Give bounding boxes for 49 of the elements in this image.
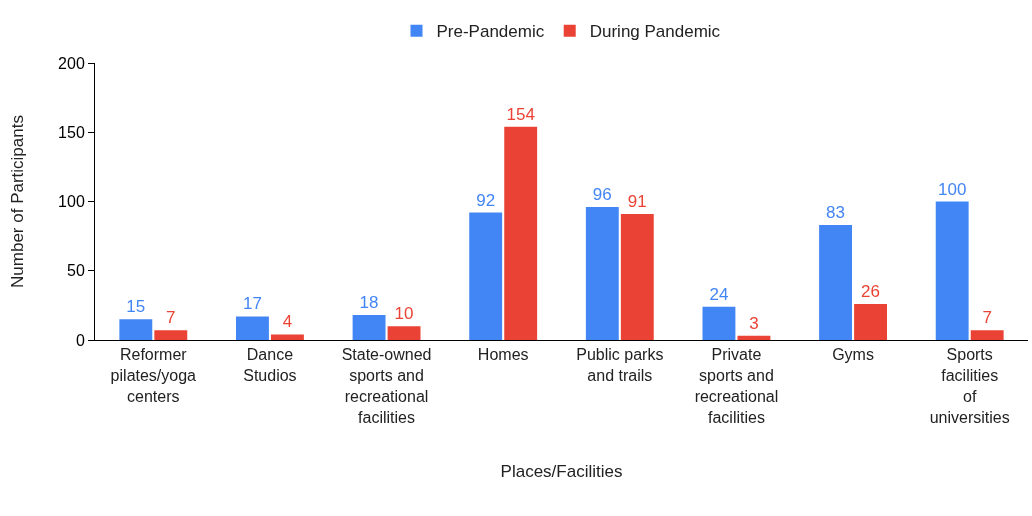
data-label: 7 <box>982 308 992 328</box>
data-label: 24 <box>709 284 729 304</box>
bar <box>970 330 1004 340</box>
bar <box>702 306 736 340</box>
bar <box>620 213 654 340</box>
x-tick-label: Public parks and trails <box>576 346 664 384</box>
data-label: 154 <box>506 104 535 124</box>
bar <box>737 335 771 340</box>
y-tick-label: 0 <box>75 331 85 349</box>
bar <box>154 330 188 340</box>
bar <box>119 319 153 340</box>
data-label: 96 <box>592 185 612 205</box>
bar <box>387 326 421 340</box>
data-label: 18 <box>359 293 379 313</box>
bar <box>469 212 503 340</box>
legend-label: Pre-Pandemic <box>436 22 545 42</box>
x-tick-label: Gyms <box>832 346 874 364</box>
x-tick-label: State-owned sports and recreational facilities <box>341 346 432 426</box>
x-tick-label: Dance Studios <box>243 346 297 384</box>
bar <box>352 315 386 340</box>
bar <box>819 225 853 340</box>
data-label: 4 <box>282 312 293 332</box>
data-label: 91 <box>627 191 647 211</box>
y-tick-label: 100 <box>58 193 85 211</box>
data-label: 26 <box>861 281 881 301</box>
bar <box>854 303 887 340</box>
bar <box>935 201 969 340</box>
data-label: 10 <box>394 304 414 324</box>
data-label: 3 <box>749 313 759 333</box>
bar <box>236 316 269 340</box>
data-label: 83 <box>826 203 846 223</box>
data-label: 15 <box>126 297 146 317</box>
bar <box>270 334 304 340</box>
x-tick-label: Private sports and recreational facilities <box>694 346 779 426</box>
data-label: 92 <box>476 190 496 210</box>
x-axis-title: Places/Facilities <box>500 462 623 481</box>
data-label: 7 <box>166 308 176 328</box>
y-axis-title: Number of Participants <box>7 115 27 288</box>
x-tick-label: Sports facilities of universities <box>929 346 1010 426</box>
y-tick-label: 200 <box>58 54 85 72</box>
data-label: 100 <box>938 179 967 199</box>
bar <box>504 126 538 340</box>
legend-label: During Pandemic <box>589 22 721 42</box>
y-tick-label: 50 <box>67 262 85 280</box>
bar <box>585 207 619 340</box>
x-tick-label: Homes <box>477 346 529 364</box>
data-label: 17 <box>242 294 262 314</box>
x-tick-label: Reformer pilates/yoga centers <box>110 346 197 405</box>
y-tick-label: 150 <box>58 123 85 141</box>
